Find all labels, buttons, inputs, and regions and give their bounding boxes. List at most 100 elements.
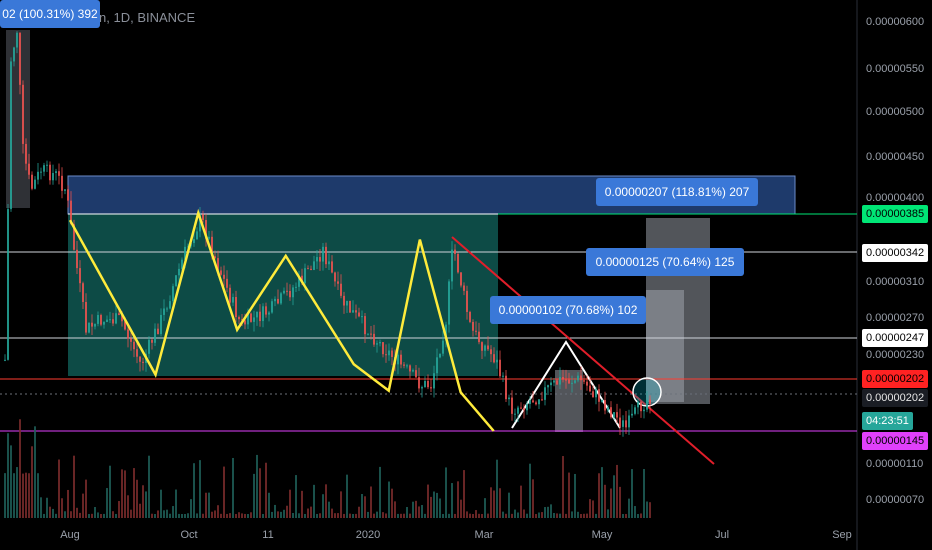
volume-bar (52, 508, 54, 518)
volume-bar (259, 468, 261, 518)
candle-body (436, 357, 438, 374)
volume-bar (391, 488, 393, 518)
candle-body (148, 339, 150, 354)
candle-body (64, 189, 66, 191)
candle-body (532, 400, 534, 403)
candle-body (475, 330, 477, 332)
candle-body (73, 224, 75, 250)
callout-102: 0.00000102 (70.68%) 102 (490, 296, 646, 324)
volume-bar (49, 506, 51, 518)
volume-bar (406, 507, 408, 518)
candle-body (70, 200, 72, 225)
candle-body (136, 349, 138, 357)
candle-body (355, 310, 357, 313)
volume-bar (31, 446, 33, 518)
top-measure-box (6, 30, 30, 208)
candle-body (61, 175, 63, 191)
volume-bar (289, 489, 291, 518)
volume-bar (601, 467, 603, 518)
volume-bar (454, 513, 456, 518)
volume-bar (61, 498, 63, 518)
candle-body (379, 342, 381, 344)
candle-body (298, 275, 300, 287)
candle-body (349, 300, 351, 313)
candle-body (454, 249, 456, 254)
volume-bar (622, 513, 624, 518)
volume-bar (442, 513, 444, 518)
volume-bar (352, 513, 354, 518)
candle-body (628, 415, 630, 428)
candle-body (172, 286, 174, 302)
candle-body (397, 354, 399, 365)
volume-bar (508, 492, 510, 518)
candle-body (256, 311, 258, 318)
candle-body (85, 301, 87, 333)
volume-bar (76, 507, 78, 518)
candle-body (325, 246, 327, 265)
x-tick: Oct (180, 529, 198, 541)
y-tick: 0.00000110 (866, 458, 924, 470)
volume-bar (583, 513, 585, 518)
candle-body (373, 333, 375, 345)
candle-body (502, 375, 504, 377)
pattern-line (68, 208, 495, 432)
candle-body (163, 308, 165, 315)
candle-body (490, 349, 492, 355)
volume-bar (292, 512, 294, 518)
candle-body (259, 311, 261, 322)
candle-body (334, 272, 336, 282)
volume-bar (469, 513, 471, 518)
candle-body (343, 295, 345, 306)
candle-body (469, 311, 471, 322)
candle-body (97, 315, 99, 324)
candle-body (214, 256, 216, 259)
volume-bar (256, 454, 258, 518)
candle-body (385, 354, 387, 356)
y-tick: 0.00000310 (866, 276, 925, 288)
volume-bar (175, 489, 177, 518)
candle-body (313, 261, 315, 270)
candle-body (406, 365, 408, 367)
volume-bar (7, 433, 9, 518)
volume-bar (355, 513, 357, 518)
candle-body (94, 323, 96, 327)
candle-body (10, 61, 12, 210)
candle-body (451, 249, 453, 282)
candle-body (340, 283, 342, 296)
candle-body (175, 275, 177, 287)
candle-body (448, 281, 450, 325)
candle-body (184, 246, 186, 260)
volume-bar (586, 513, 588, 518)
candle-body (460, 272, 462, 286)
volume-bar (412, 501, 414, 518)
candle-body (310, 268, 312, 270)
volume-bar (298, 513, 300, 518)
volume-bar (73, 455, 75, 518)
candle-body (286, 290, 288, 292)
candle-body (202, 214, 204, 221)
candle-body (193, 239, 195, 244)
candle-body (88, 322, 90, 333)
candle-body (376, 343, 378, 345)
volume-bar (313, 484, 315, 518)
candle-body (31, 174, 33, 189)
volume-bar (58, 459, 60, 518)
candle-body (505, 375, 507, 400)
candle-body (109, 319, 111, 321)
volume-bar (319, 513, 321, 518)
volume-bar (184, 513, 186, 518)
candle-body (433, 373, 435, 389)
candle-body (403, 364, 405, 366)
range-zone (68, 214, 498, 376)
x-tick: Jul (714, 529, 730, 541)
candle-body (58, 171, 60, 176)
volume-bar (280, 511, 282, 518)
candle-body (112, 319, 114, 324)
volume-bar (295, 475, 297, 518)
volume-bar (430, 496, 432, 518)
candle-body (595, 389, 597, 398)
volume-bar (625, 513, 627, 518)
callout-125: 0.00000125 (70.64%) 125 (586, 248, 744, 276)
volume-bar (589, 499, 591, 518)
